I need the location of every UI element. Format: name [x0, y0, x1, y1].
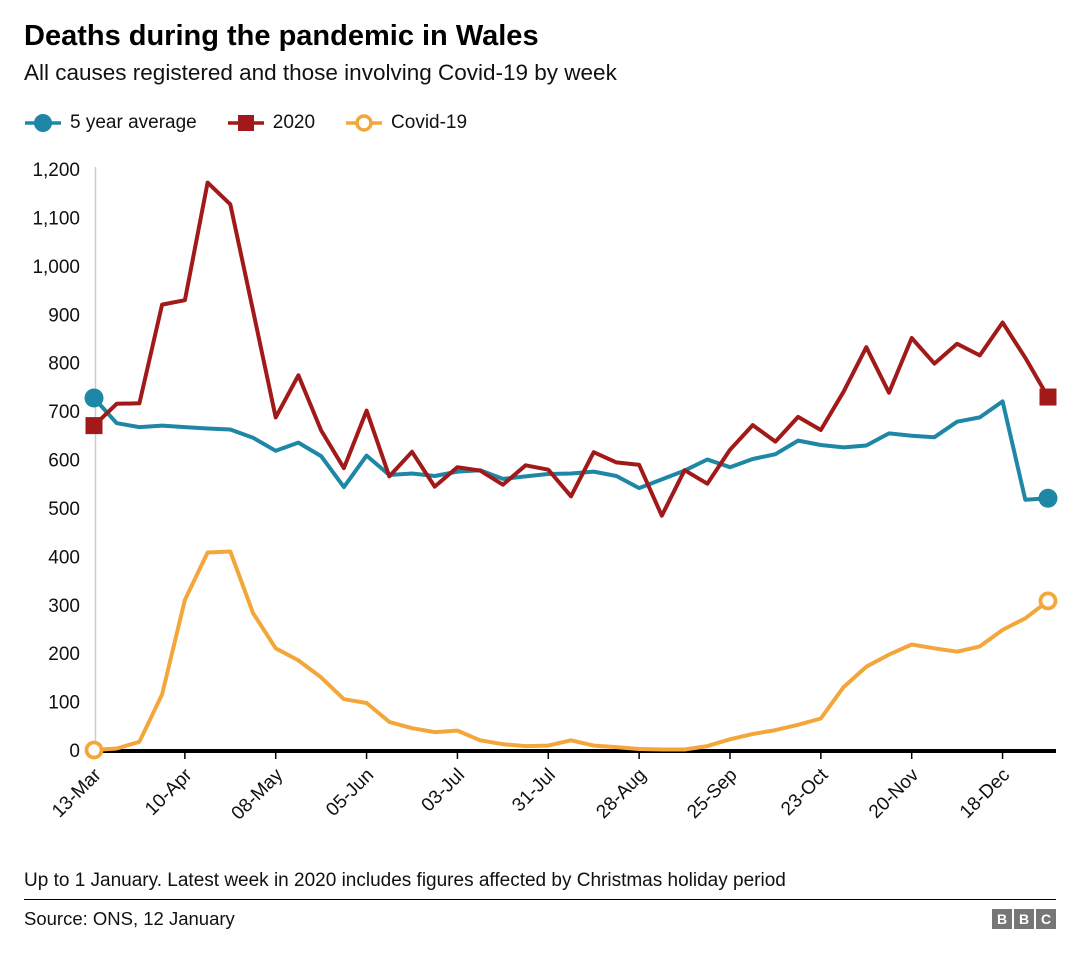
series-marker-5-year-average [1038, 488, 1058, 508]
x-tick-label: 20-Nov [865, 764, 924, 823]
legend-item-covid-19: Covid-19 [345, 112, 467, 134]
series-line-2020 [92, 180, 1050, 518]
series-marker-covid-19 [1038, 591, 1058, 611]
x-tick-label: 18-Dec [956, 765, 1014, 823]
filled-circle-marker-icon [25, 114, 61, 132]
chart-header: Deaths during the pandemic in Wales All … [24, 20, 1054, 86]
series-line-covid-19 [92, 549, 1050, 752]
footer-divider [24, 899, 1056, 900]
legend-label: 2020 [272, 112, 316, 133]
y-tick-label: 1,000 [32, 257, 80, 278]
legend-label: 5 year average [70, 112, 197, 133]
legend-item-2020: 2020 [227, 112, 315, 134]
x-tick-label: 23-Oct [777, 764, 833, 820]
x-tick-label: 03-Jul [418, 765, 469, 816]
y-tick-label: 1,200 [32, 160, 80, 181]
x-tick-label: 25-Sep [683, 765, 741, 823]
y-tick-label: 100 [48, 693, 80, 714]
bbc-logo-letter: C [1036, 909, 1056, 929]
series-line-5-year-average [92, 396, 1050, 502]
y-tick-label: 600 [48, 451, 80, 472]
y-tick-label: 300 [48, 596, 80, 617]
y-tick-label: 400 [48, 547, 80, 568]
bbc-logo-letter: B [1014, 909, 1034, 929]
y-tick-label: 1,100 [32, 208, 80, 229]
series-marker-covid-19 [84, 740, 104, 760]
footer: Source: ONS, 12 January B B C [24, 908, 1056, 930]
legend-item-5-year-average: 5 year average [24, 112, 197, 134]
x-tick-label: 05-Jun [322, 765, 378, 821]
x-tick-label: 10-Apr [141, 764, 197, 820]
series-marker-2020 [1039, 388, 1057, 406]
page-title: Deaths during the pandemic in Wales [24, 20, 539, 52]
y-tick-label: 500 [48, 499, 80, 520]
source-text: Source: ONS, 12 January [24, 908, 235, 929]
y-tick-label: 200 [48, 644, 80, 665]
series-marker-5-year-average [84, 388, 104, 408]
y-tick-label: 700 [48, 402, 80, 423]
legend-label: Covid-19 [391, 112, 468, 133]
x-tick-label: 13-Mar [48, 764, 106, 822]
bbc-logo: B B C [992, 909, 1056, 929]
y-tick-label: 900 [48, 305, 80, 326]
y-tick-label: 0 [69, 741, 80, 762]
series-marker-2020 [85, 417, 103, 435]
filled-square-marker-icon [227, 115, 264, 131]
x-tick-label: 28-Aug [592, 765, 650, 823]
chart-legend: 5 year average 2020 Covid-19 [24, 112, 467, 134]
x-tick-label: 31-Jul [508, 765, 559, 816]
open-circle-marker-icon [346, 114, 383, 132]
bbc-logo-letter: B [992, 909, 1012, 929]
page-subtitle: All causes registered and those involvin… [24, 60, 617, 86]
chart-footnote: Up to 1 January. Latest week in 2020 inc… [24, 870, 786, 891]
x-tick-label: 08-May [228, 764, 288, 824]
y-tick-label: 800 [48, 354, 80, 375]
